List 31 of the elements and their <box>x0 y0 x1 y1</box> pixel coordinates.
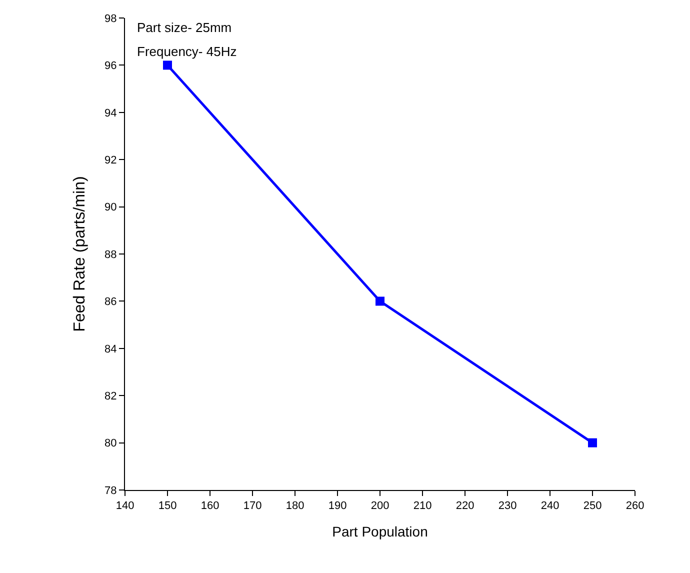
x-tick-label: 210 <box>413 500 432 512</box>
annotation: Frequency- 45Hz <box>137 44 237 59</box>
x-tick-label: 170 <box>243 500 262 512</box>
x-tick-label: 230 <box>498 500 517 512</box>
y-tick-label: 88 <box>104 248 117 261</box>
x-tick-label: 140 <box>116 500 134 512</box>
y-tick-label: 78 <box>104 484 117 497</box>
x-tick-label: 150 <box>158 500 177 512</box>
x-tick-label: 160 <box>200 500 220 512</box>
point <box>163 60 172 70</box>
y-tick-label: 80 <box>104 438 117 450</box>
x-tick-label: 190 <box>328 500 347 512</box>
y-tick-label: 96 <box>104 60 117 72</box>
point <box>588 438 597 448</box>
x-tick-label: 260 <box>626 500 644 512</box>
annotation: Part size- 25mm <box>137 20 232 35</box>
y-tick-label: 82 <box>104 390 117 402</box>
x-tick-label: 200 <box>370 500 390 512</box>
y-tick-label: 98 <box>104 12 117 25</box>
y-tick-label: 94 <box>104 107 117 120</box>
y-axis-title: Feed Rate (parts/min) <box>71 176 88 332</box>
y-tick-label: 86 <box>104 296 117 308</box>
y-tick-label: 84 <box>104 343 117 356</box>
x-tick-label: 240 <box>540 500 560 512</box>
y-tick-label: 92 <box>104 154 117 166</box>
point <box>376 296 384 306</box>
x-tick-label: 250 <box>583 500 602 512</box>
y-tick-label: 90 <box>104 202 117 214</box>
x-axis-title: Part Population <box>332 524 428 540</box>
x-tick-label: 220 <box>456 500 474 512</box>
x-tick-label: 180 <box>286 500 304 512</box>
